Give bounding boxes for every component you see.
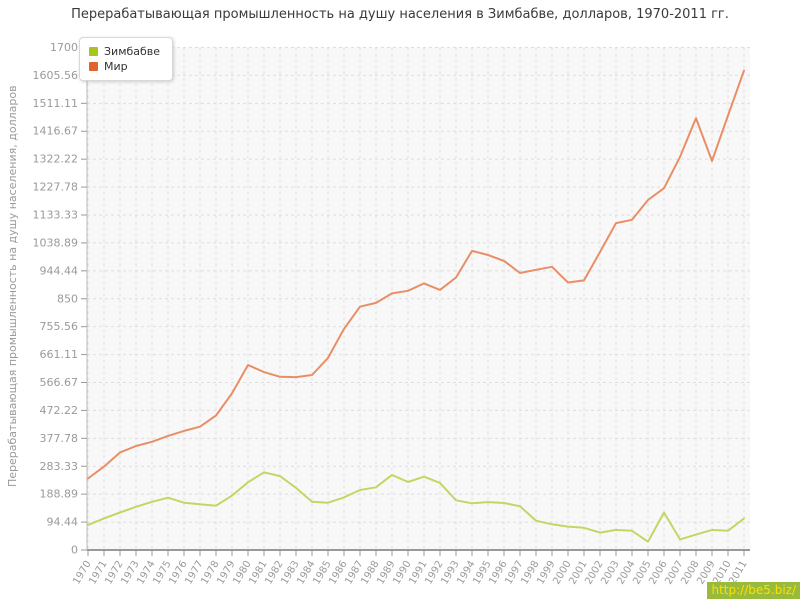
y-tick-label: 377.78: [40, 432, 79, 445]
y-tick-label: 1700: [50, 41, 78, 54]
series-line-world: [87, 69, 745, 480]
y-tick-label: 944.44: [40, 264, 79, 277]
legend-marker-world-icon: [89, 62, 98, 71]
y-tick-label: 1038.89: [33, 236, 79, 249]
y-tick-label: 1227.78: [33, 181, 79, 194]
y-tick-label: 94.44: [47, 516, 79, 529]
y-tick-label: 661.11: [40, 348, 79, 361]
series-line-zimbabwe: [87, 471, 745, 543]
y-tick-label: 472.22: [40, 404, 79, 417]
y-tick-label: 0: [71, 544, 78, 557]
y-tick-label: 566.67: [40, 376, 79, 389]
legend-item-world[interactable]: Мир: [89, 60, 160, 73]
chart-title: Перерабатывающая промышленность на душу …: [71, 7, 729, 22]
y-tick-label: 1416.67: [33, 125, 79, 138]
y-axis-title: Перерабатывающая промышленность на душу …: [6, 85, 19, 487]
legend-item-zimbabwe[interactable]: Зимбабве: [89, 45, 160, 58]
legend-item-label: Мир: [104, 60, 128, 73]
y-tick-label: 188.89: [40, 488, 79, 501]
y-tick-label: 1322.22: [33, 153, 79, 166]
legend: Зимбабве Мир: [79, 37, 174, 81]
y-tick-label: 850: [57, 292, 78, 305]
legend-item-label: Зимбабве: [104, 45, 161, 58]
y-tick-label: 755.56: [40, 320, 79, 333]
watermark-link[interactable]: http://be5.biz/: [707, 582, 800, 599]
legend-marker-zimbabwe-icon: [89, 47, 98, 56]
y-tick-label: 283.33: [40, 460, 79, 473]
y-tick-label: 1605.56: [33, 69, 79, 82]
y-tick-label: 1511.11: [33, 97, 79, 110]
y-tick-label: 1133.33: [33, 209, 79, 222]
